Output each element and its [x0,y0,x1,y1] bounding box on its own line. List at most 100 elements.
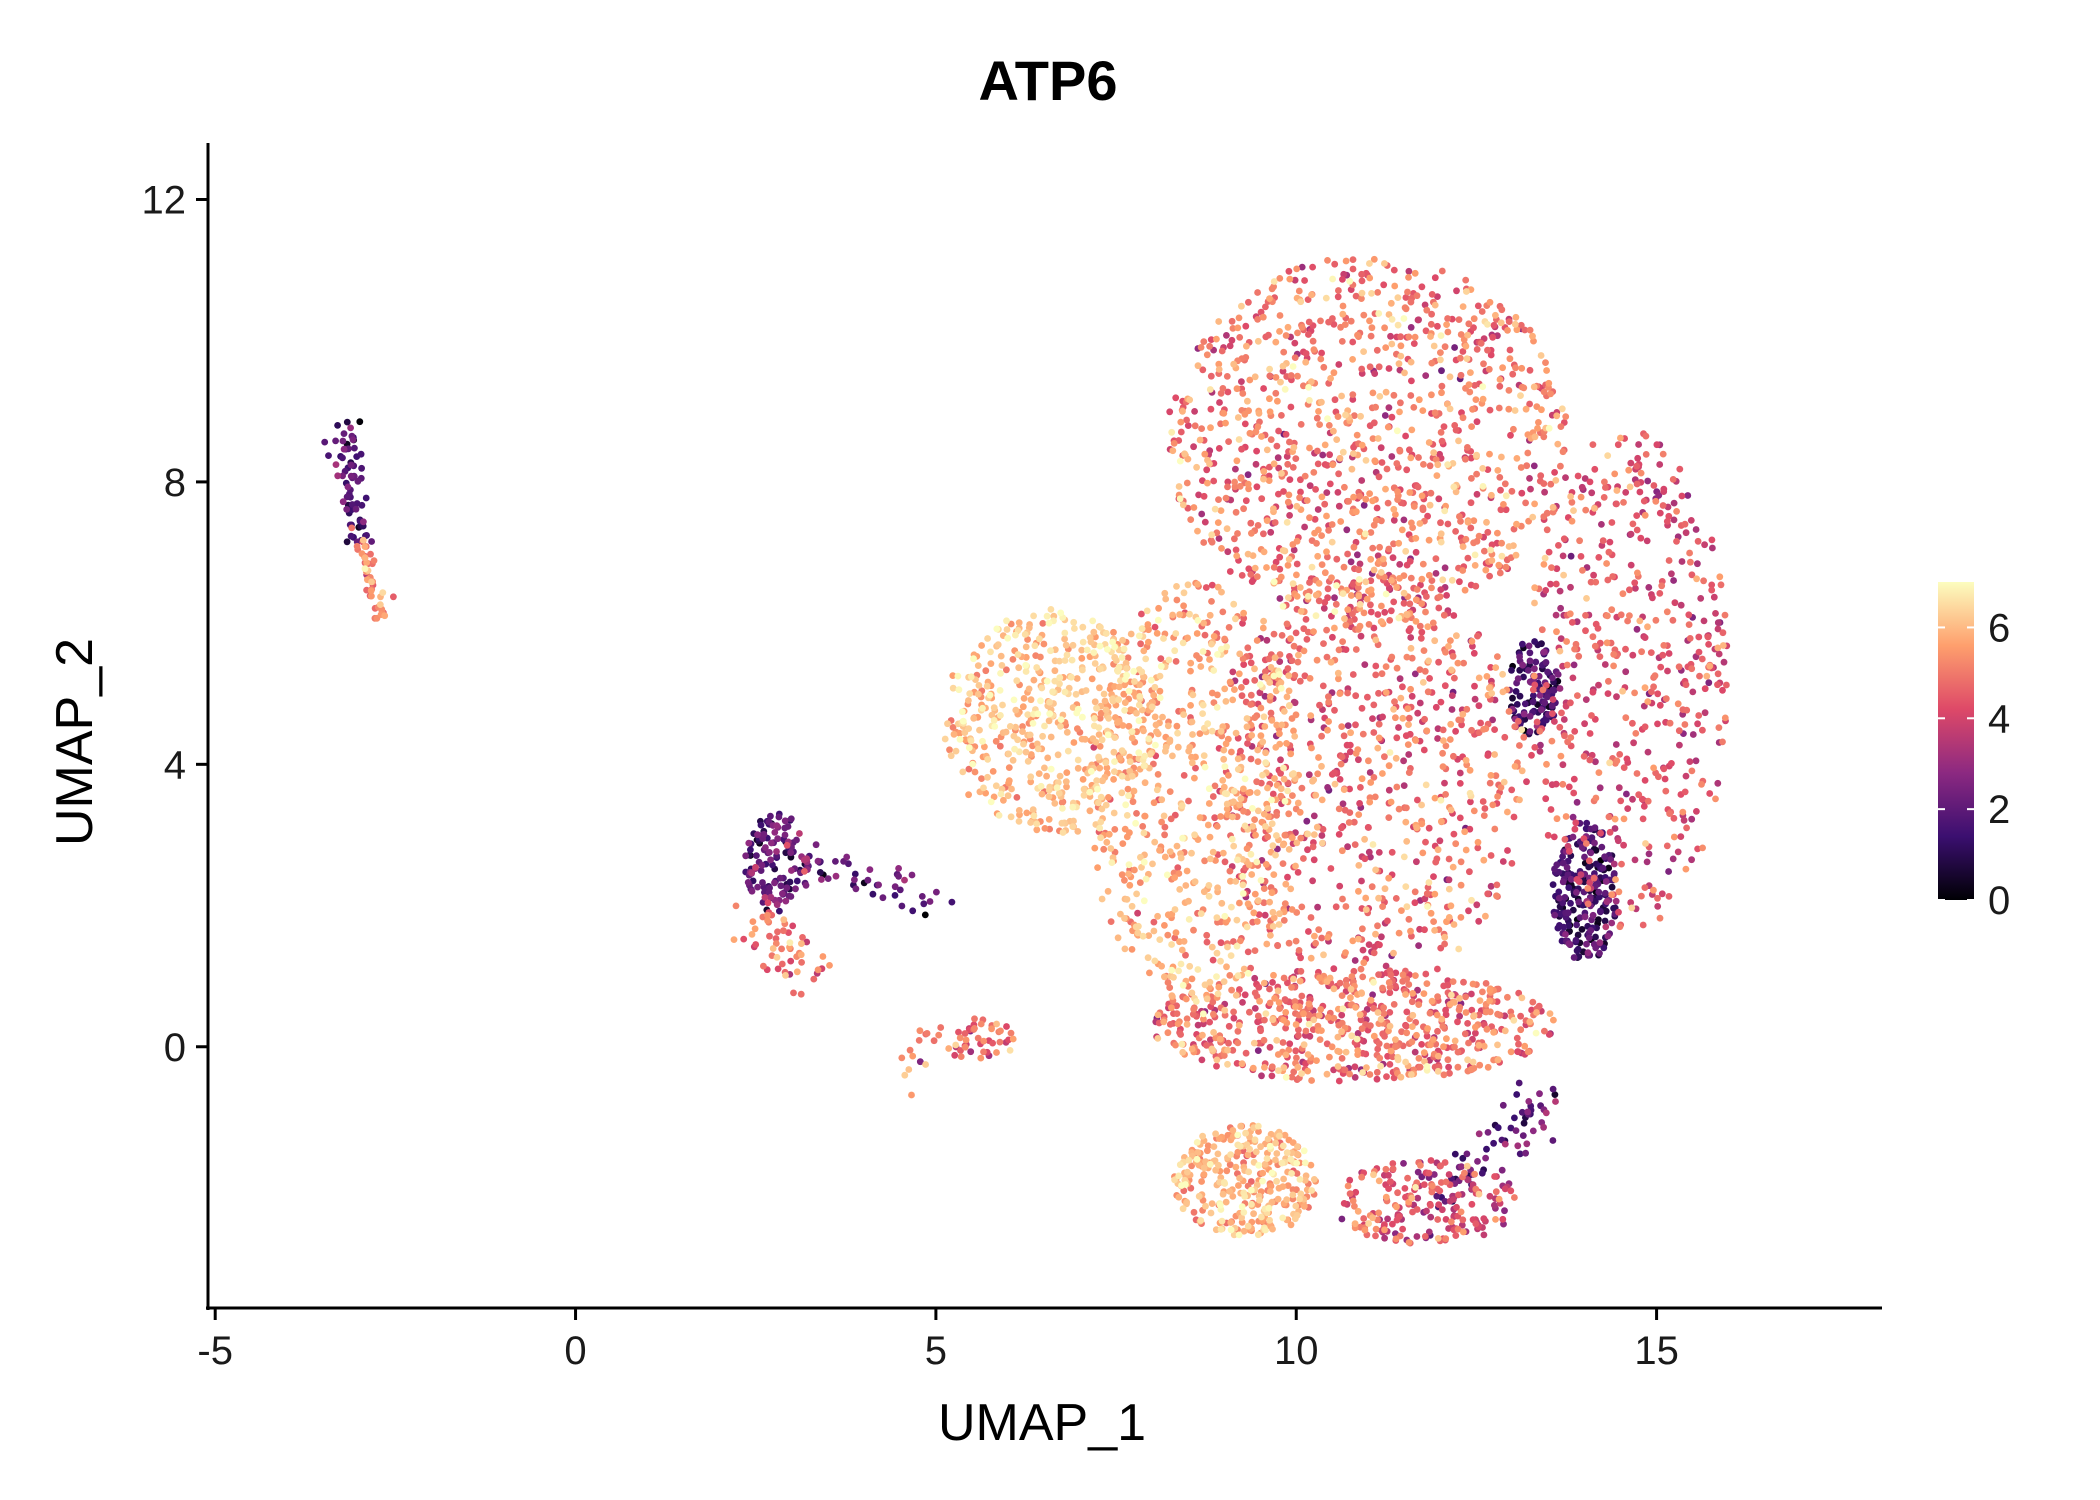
cell-point [1515,989,1523,997]
cell-point [1342,1048,1350,1056]
cell-point [1234,1148,1242,1156]
cell-point [1261,692,1269,700]
cell-point [1383,1042,1391,1050]
cell-point [1333,555,1341,563]
cell-point [1375,971,1382,978]
cell-point [1372,516,1380,524]
cell-point [1528,751,1535,759]
cell-point [1217,939,1225,947]
cell-point [1182,951,1189,959]
cell-point [1284,561,1292,569]
cell-point [1376,1054,1384,1062]
cell-point [1338,753,1346,761]
cell-point [1267,528,1275,536]
cell-point [1434,461,1442,469]
cell-point [1525,642,1533,650]
cell-point [1219,777,1227,784]
cell-point [1372,1232,1379,1240]
cell-point [1540,433,1548,441]
cell-point [1027,751,1035,758]
cell-point [1215,1161,1222,1169]
cell-point [1232,465,1239,473]
cell-point [1151,623,1159,631]
cell-point [1383,1073,1390,1080]
cell-point [1360,348,1367,355]
cell-point [1199,366,1207,374]
cell-point [1396,408,1403,416]
cell-point [1504,327,1511,334]
cell-point [1270,283,1277,291]
cell-point [1542,795,1550,803]
cell-point [1699,726,1706,734]
cell-point [1379,903,1386,910]
cell-point [1683,706,1691,714]
cell-point [1302,358,1310,366]
cell-point [747,846,754,854]
cell-point [1238,692,1246,700]
cell-point [1232,992,1240,999]
cell-point [1173,583,1180,590]
cell-point [1323,512,1330,520]
cell-point [1694,537,1702,545]
cell-point [1242,322,1250,330]
cell-point [1685,611,1693,619]
cell-point [1152,721,1160,729]
cell-point [1330,427,1337,435]
cell-point [1176,611,1183,618]
cell-point [1228,986,1235,994]
cell-point [1040,640,1048,648]
cell-point [1191,422,1199,430]
cell-point [1272,1156,1279,1164]
cell-point [1285,939,1293,947]
cell-point [1603,898,1611,906]
cell-point [1283,693,1291,701]
cell-point [1521,326,1529,334]
cell-point [1281,1131,1289,1139]
cell-point [1307,1161,1315,1169]
cell-point [1258,857,1266,864]
cell-point [1492,1188,1500,1196]
cell-point [1462,846,1470,854]
cell-point [1492,1216,1499,1223]
cell-point [1114,719,1121,726]
cell-point [1162,747,1169,755]
cell-point [1250,1039,1258,1047]
cell-point [1185,747,1193,755]
cell-point [1324,726,1331,734]
cell-point [789,922,797,930]
cell-point [1467,798,1474,806]
cell-point [1482,980,1490,987]
cell-point [1382,689,1390,696]
cell-point [1591,824,1599,832]
cell-point [1318,561,1326,568]
cell-point [1012,706,1020,714]
cell-point [1354,331,1361,339]
cell-point [1434,293,1441,300]
cell-point [1537,352,1545,359]
cell-point [1633,770,1641,777]
cell-point [1331,769,1338,776]
cell-point [1347,558,1355,566]
cell-point [1310,346,1318,353]
cell-point [1413,586,1421,593]
cell-point [751,925,759,933]
cell-point [1434,322,1441,330]
cell-point [1569,674,1577,682]
cell-point [996,742,1004,750]
cell-point [1279,367,1287,375]
cell-point [1454,1063,1462,1071]
cell-point [1366,798,1374,806]
cell-point [1494,529,1501,537]
cell-point [1388,848,1396,856]
cell-point [1385,404,1393,411]
cell-point [1415,316,1422,324]
cell-point [1139,823,1147,830]
cell-point [1585,857,1593,865]
cell-point [760,831,768,838]
cell-point [1432,858,1440,866]
cell-point [1376,543,1383,551]
cell-point [1633,625,1641,633]
cell-point [916,1058,924,1066]
cell-point [1550,1016,1557,1024]
cell-point [1406,625,1414,632]
